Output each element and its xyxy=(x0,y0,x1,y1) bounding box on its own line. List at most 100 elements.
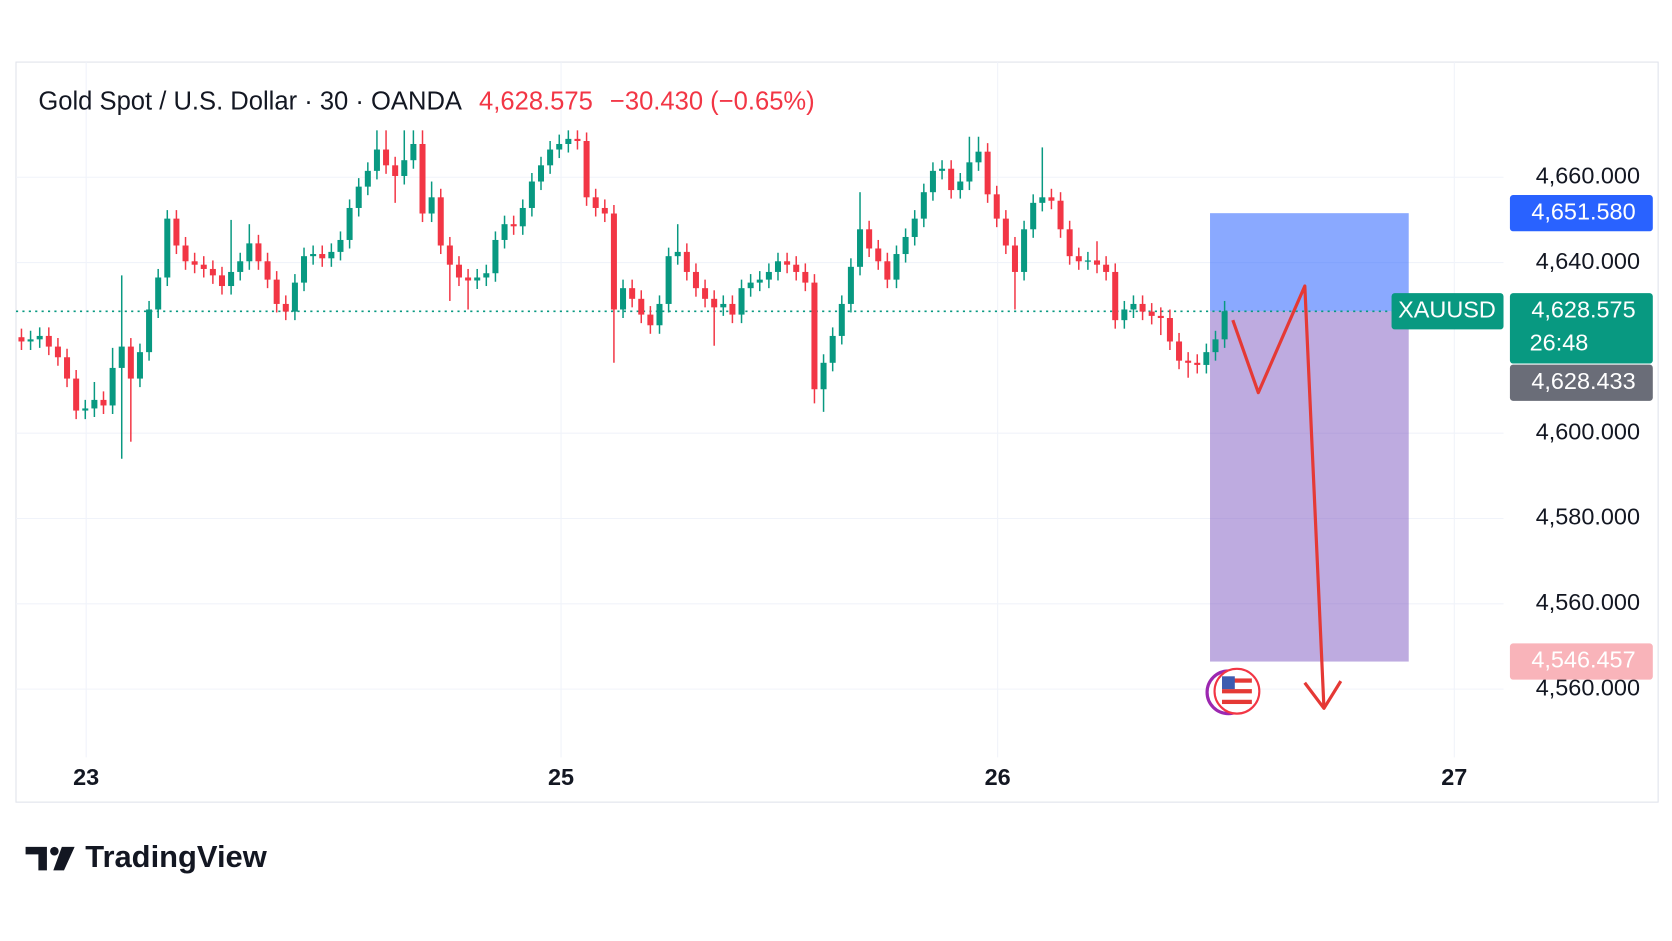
candle-body xyxy=(601,207,608,214)
candle-body xyxy=(975,151,982,163)
last-price: 4,628.575 xyxy=(479,87,593,115)
candle-body xyxy=(711,298,718,308)
candle-body xyxy=(246,243,253,262)
bid-tag xyxy=(1509,364,1653,401)
candle-body xyxy=(1121,309,1128,321)
candle-body xyxy=(647,314,654,326)
y-tick-label: 4,660.000 xyxy=(1536,162,1640,188)
symbol-tag xyxy=(1391,293,1504,330)
candle-body xyxy=(1112,271,1119,321)
y-tick-label: 4,560.000 xyxy=(1536,589,1640,615)
x-tick-label: 27 xyxy=(1441,764,1467,790)
candle-body xyxy=(1002,218,1009,246)
y-tick-label: 4,580.000 xyxy=(1536,504,1640,530)
candle-body xyxy=(155,277,162,310)
candle-body xyxy=(146,309,153,353)
candle-body xyxy=(929,170,936,193)
candle-body xyxy=(829,335,836,363)
candle-body xyxy=(565,138,572,144)
candle-body xyxy=(501,224,508,240)
candle-body xyxy=(1039,197,1046,203)
candle-body xyxy=(984,151,991,195)
candle-body xyxy=(82,408,89,411)
candle-body xyxy=(1093,260,1101,265)
y-tick-label: 4,600.000 xyxy=(1536,418,1640,444)
candle-body xyxy=(1148,311,1155,316)
candle-body xyxy=(255,243,262,262)
candle-body xyxy=(765,271,772,280)
drawn-path xyxy=(1231,284,1326,709)
candle-body xyxy=(109,367,116,406)
stop-tag xyxy=(1509,195,1653,232)
logo-mark xyxy=(50,846,59,856)
flag-stripe xyxy=(1222,689,1252,694)
candle-body xyxy=(774,261,781,272)
candle-body xyxy=(656,303,663,326)
candle-body xyxy=(127,346,134,379)
last-price-tag-label: 4,628.575 xyxy=(1531,296,1635,322)
candle-body xyxy=(528,181,535,208)
candle-body xyxy=(1176,341,1183,361)
candle-body xyxy=(1084,260,1091,262)
y-tick-label: 4,640.000 xyxy=(1536,248,1640,274)
candle-body xyxy=(820,362,827,390)
candle-body xyxy=(364,170,371,187)
candle-body xyxy=(355,186,362,208)
candle-body xyxy=(337,239,344,252)
candle-body xyxy=(793,264,800,272)
candle-body xyxy=(310,254,317,257)
candle-body xyxy=(228,271,235,287)
candle-body xyxy=(191,261,198,265)
candle-body xyxy=(547,149,554,166)
brand-name: TradingView xyxy=(85,839,267,874)
last-price-tag xyxy=(1509,293,1653,364)
plot-area xyxy=(15,130,1504,710)
candle-body xyxy=(692,271,699,289)
candle-body xyxy=(1157,315,1164,319)
logo-mark xyxy=(25,846,47,871)
candle-body xyxy=(410,143,417,161)
chart-header: Gold Spot / U.S. Dollar · 30 · OANDA 4,62… xyxy=(38,87,814,115)
stop-tag-label: 4,651.580 xyxy=(1531,198,1635,224)
event-marker xyxy=(1205,667,1261,716)
candle-body xyxy=(209,268,216,276)
candle-body xyxy=(182,245,189,262)
candle-body xyxy=(948,168,955,191)
candle-body xyxy=(1075,256,1082,262)
candle-body xyxy=(747,282,754,289)
candle-body xyxy=(27,339,34,342)
candle-body xyxy=(738,288,745,315)
target-tag xyxy=(1509,643,1653,680)
candle-body xyxy=(1194,362,1201,365)
candle-body xyxy=(729,303,736,315)
candle-body xyxy=(465,277,472,281)
candle-body xyxy=(866,229,873,249)
candle-body xyxy=(993,194,1000,219)
flag-stripe xyxy=(1222,699,1252,705)
candle-body xyxy=(574,138,581,142)
candle-body xyxy=(419,143,426,214)
candle-body xyxy=(36,335,43,340)
candle-body xyxy=(282,303,289,312)
candle-body xyxy=(720,303,727,308)
candle-body xyxy=(847,266,854,304)
candle-body xyxy=(610,213,617,310)
candle-body xyxy=(383,149,390,166)
candle-body xyxy=(1011,245,1018,272)
candle-body xyxy=(875,248,882,262)
candle-body xyxy=(1103,264,1110,272)
candle-body xyxy=(264,261,271,280)
candle-body xyxy=(1130,303,1137,310)
candle-body xyxy=(683,251,690,272)
price-change: −30.430 (−0.65%) xyxy=(610,87,815,115)
candle-body xyxy=(164,218,171,278)
candle-body xyxy=(592,197,599,208)
candle-body xyxy=(54,346,61,358)
candle-body xyxy=(392,165,399,176)
candle-body xyxy=(583,141,590,198)
candle-body xyxy=(784,261,791,265)
